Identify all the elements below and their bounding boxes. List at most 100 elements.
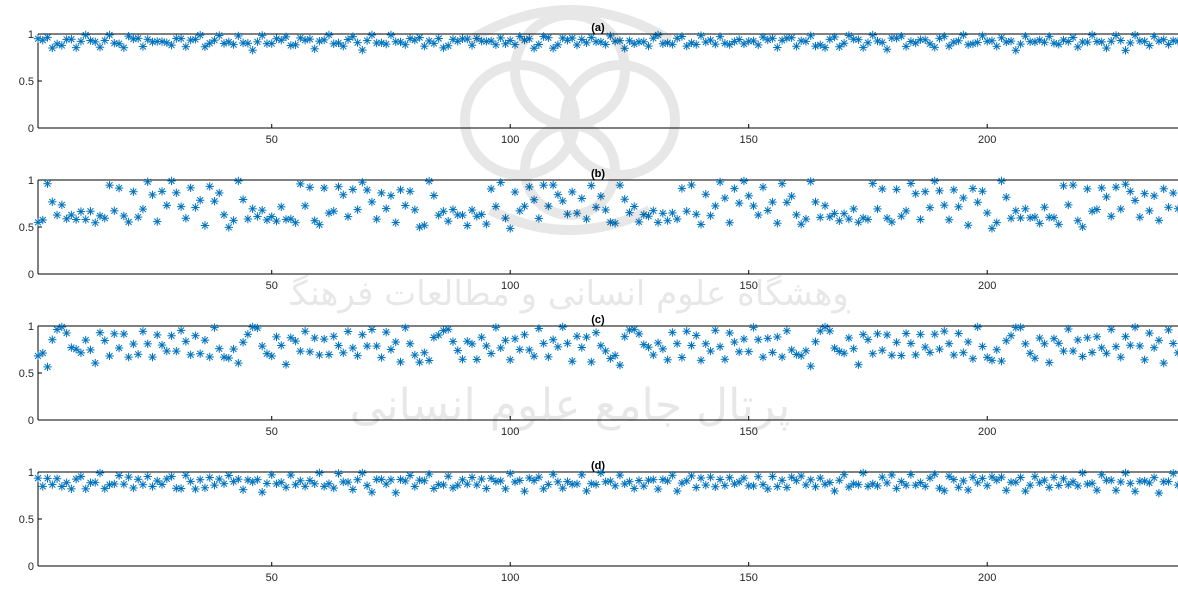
data-point [930, 330, 939, 339]
data-point [525, 345, 534, 355]
data-point [668, 328, 677, 337]
data-point [806, 177, 815, 186]
data-point [43, 474, 52, 483]
data-point [62, 478, 71, 487]
data-point [272, 332, 281, 342]
data-point [901, 480, 911, 490]
data-point [563, 209, 572, 219]
data-point [758, 183, 768, 192]
data-point [1068, 180, 1078, 190]
data-point [706, 346, 715, 356]
data-point [696, 31, 706, 40]
data-point [434, 210, 443, 220]
data-point [777, 179, 787, 188]
data-point [186, 350, 195, 360]
data-point [105, 30, 114, 40]
data-point [1121, 468, 1130, 478]
data-point [944, 41, 954, 51]
data-point [701, 480, 710, 490]
data-point [1102, 192, 1111, 202]
data-point [525, 34, 534, 43]
data-point [563, 339, 572, 348]
data-point [672, 339, 682, 348]
data-point [129, 339, 138, 349]
data-point [687, 341, 696, 350]
data-point [1111, 31, 1121, 40]
data-point [362, 36, 372, 45]
data-point [353, 475, 362, 484]
data-point [105, 351, 114, 361]
data-point [734, 347, 744, 357]
data-point [882, 214, 892, 223]
data-point [1149, 473, 1159, 482]
data-point [133, 212, 143, 222]
data-point [811, 337, 820, 346]
data-point [253, 37, 262, 47]
data-point [1126, 341, 1135, 350]
data-point [305, 34, 315, 44]
data-point [596, 468, 606, 478]
data-point [1049, 473, 1059, 482]
data-point [506, 469, 515, 478]
data-point [944, 472, 954, 481]
data-point [410, 350, 420, 360]
data-point [744, 347, 753, 356]
data-point [57, 41, 67, 50]
data-point [157, 480, 167, 489]
data-point [668, 208, 677, 218]
data-point [482, 484, 491, 493]
data-point [978, 474, 987, 483]
data-point [1149, 343, 1159, 352]
data-point [773, 219, 782, 228]
data-point [100, 36, 109, 45]
data-point [1083, 37, 1092, 47]
data-point [529, 44, 539, 53]
data-point [1087, 348, 1097, 357]
data-point [658, 209, 668, 218]
data-point [715, 177, 725, 187]
data-point [95, 468, 105, 478]
data-point [186, 477, 195, 486]
data-point [963, 221, 973, 230]
data-point [897, 31, 906, 41]
data-point [286, 333, 296, 342]
data-point [901, 42, 911, 51]
data-point [76, 472, 86, 481]
data-point [439, 480, 448, 490]
data-point [229, 40, 238, 49]
data-point [572, 479, 582, 489]
data-point [234, 176, 243, 186]
data-point [582, 38, 591, 48]
data-point [830, 209, 839, 218]
data-point [768, 348, 777, 357]
data-point [420, 41, 429, 51]
data-point [310, 479, 319, 488]
data-point [200, 42, 210, 51]
data-point [1030, 353, 1040, 363]
data-point [33, 473, 43, 483]
y-tick-label: 1 [28, 175, 34, 187]
data-point [181, 471, 191, 480]
data-point [86, 207, 95, 216]
data-point [396, 357, 405, 367]
data-point [486, 474, 496, 483]
data-point [396, 185, 405, 195]
data-point [763, 206, 772, 215]
data-point [644, 41, 653, 51]
data-point [1135, 213, 1145, 222]
data-point [1111, 486, 1121, 495]
data-point [839, 470, 849, 479]
y-tick-label: 0 [28, 415, 34, 427]
data-point [353, 38, 362, 47]
data-point [668, 40, 677, 49]
data-point [200, 483, 210, 492]
data-point [81, 335, 90, 345]
data-point [630, 484, 639, 493]
x-tick-label: 200 [978, 280, 996, 292]
data-point [291, 480, 300, 489]
data-point [954, 329, 963, 338]
data-point [1092, 485, 1102, 495]
data-point [305, 347, 315, 357]
data-point [186, 183, 195, 193]
